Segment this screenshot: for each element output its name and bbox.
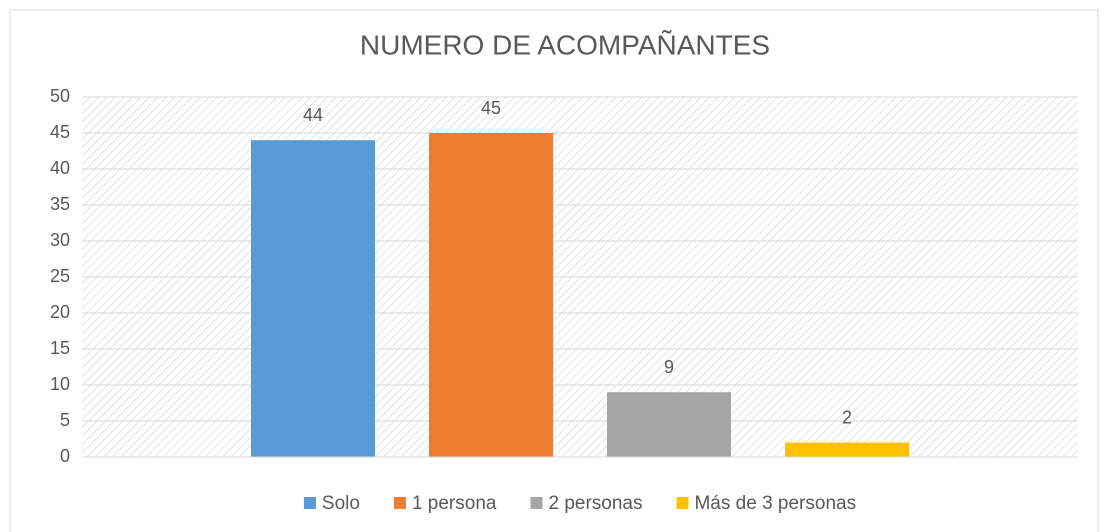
- y-tick-label: 25: [50, 266, 70, 286]
- y-tick-label: 50: [50, 86, 70, 106]
- data-label: 45: [481, 98, 501, 118]
- legend-label: 2 personas: [548, 493, 642, 514]
- legend-label: 1 persona: [412, 493, 497, 514]
- legend-swatch: [303, 497, 316, 509]
- y-tick-label: 30: [50, 230, 70, 250]
- legend-swatch: [530, 497, 543, 509]
- y-tick-label: 40: [50, 158, 70, 178]
- bar: [429, 133, 553, 457]
- y-tick-label: 20: [50, 302, 70, 322]
- bar: [785, 442, 909, 457]
- data-label: 2: [842, 407, 852, 427]
- legend-label: Más de 3 personas: [694, 493, 856, 514]
- legend-swatch: [676, 497, 689, 509]
- y-tick-label: 10: [50, 374, 70, 394]
- data-label: 9: [664, 357, 674, 377]
- bar: [251, 140, 375, 457]
- y-tick-label: 0: [60, 446, 70, 466]
- bar: [607, 392, 731, 457]
- data-label: 44: [303, 105, 323, 125]
- y-tick-label: 45: [50, 122, 70, 142]
- chart-title: NUMERO DE ACOMPAÑANTES: [360, 29, 770, 60]
- y-tick-label: 35: [50, 194, 70, 214]
- y-tick-label: 5: [60, 410, 70, 430]
- y-tick-label: 15: [50, 338, 70, 358]
- legend-swatch: [393, 497, 406, 509]
- legend-label: Solo: [322, 493, 360, 514]
